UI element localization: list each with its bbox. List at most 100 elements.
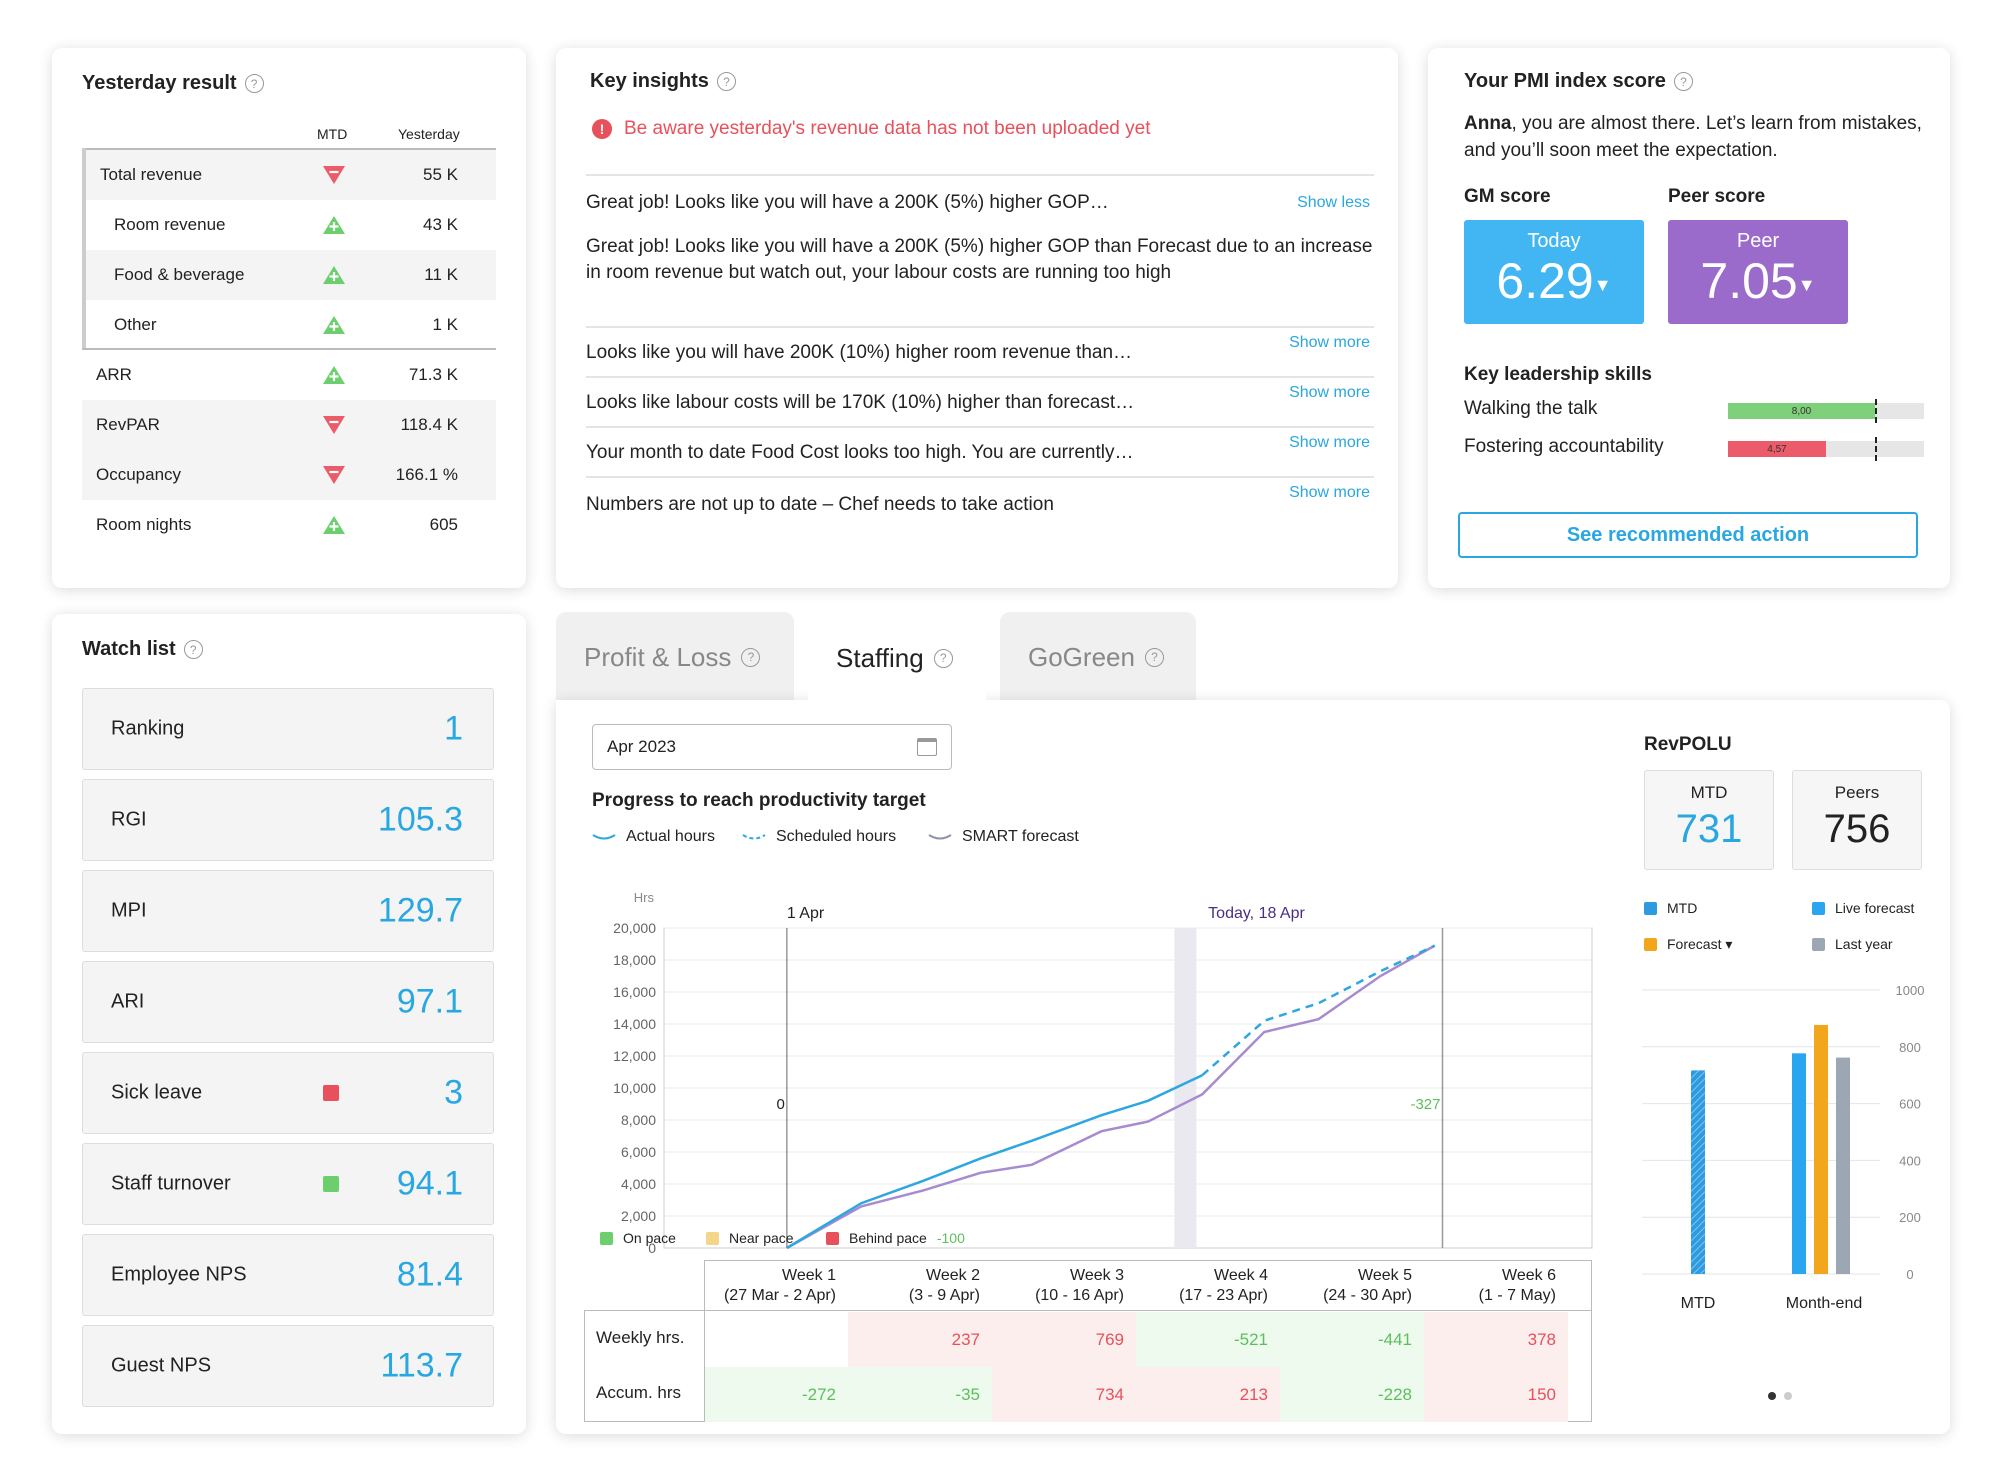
bar-mtd[interactable] <box>1691 1070 1705 1274</box>
message-text: , you are almost there. Let’s learn from… <box>1464 113 1922 161</box>
y-axis-label: Hrs <box>634 890 655 905</box>
tab-gogreen[interactable]: GoGreen? <box>1000 612 1196 702</box>
insight-headline[interactable]: Numbers are not up to date – Chef needs … <box>586 494 1054 515</box>
revpolu-legend-item: Live forecast <box>1812 900 1914 916</box>
watch-item[interactable]: Staff turnover 94.1 <box>82 1143 494 1225</box>
help-icon[interactable]: ? <box>933 648 953 668</box>
show-more-link[interactable]: Show more <box>1289 384 1370 401</box>
show-more-link[interactable]: Show more <box>1289 434 1370 451</box>
skill-value: 8,00 <box>1791 405 1812 417</box>
status-swatch <box>600 1231 613 1245</box>
revpolu-legend-item: MTD <box>1644 900 1697 916</box>
pagination-dots[interactable] <box>1768 1392 1792 1400</box>
bar-live-forecast[interactable] <box>1792 1053 1806 1274</box>
y-tick-label: 800 <box>1899 1040 1921 1055</box>
table-column-header: Week 4 (17 - 23 Apr) <box>1136 1266 1280 1306</box>
trend-down-icon <box>322 165 346 190</box>
today-label: Today, 18 Apr <box>1208 905 1305 922</box>
week-name: Week 4 <box>1214 1267 1268 1284</box>
show-more-link[interactable]: Show more <box>1289 334 1370 351</box>
gm-score-label: GM score <box>1464 186 1551 207</box>
start-label: 1 Apr <box>787 905 825 922</box>
help-icon[interactable]: ? <box>244 74 264 93</box>
target-marker <box>1875 437 1877 461</box>
watch-item[interactable]: Employee NPS 81.4 <box>82 1234 494 1316</box>
result-value: 166.1 % <box>395 465 458 484</box>
caret-down-icon: ▼ <box>1797 274 1816 295</box>
help-icon[interactable]: ? <box>741 647 761 667</box>
table-cell: -272 <box>704 1367 848 1422</box>
bar-last-year[interactable] <box>1836 1057 1850 1274</box>
help-icon[interactable]: ? <box>1144 647 1164 667</box>
legend-label: Actual hours <box>626 828 715 845</box>
x-tick-label: Month-end <box>1786 1295 1863 1312</box>
y-tick-label: 20,000 <box>613 920 656 936</box>
legend-label: Behind pace <box>849 1230 927 1246</box>
pmi-card: Your PMI index score? Anna, you are almo… <box>1428 48 1950 588</box>
result-label: RevPAR <box>96 415 160 434</box>
calendar-icon[interactable] <box>917 738 937 756</box>
table-column-header: Week 3 (10 - 16 Apr) <box>992 1266 1136 1306</box>
box-label: MTD <box>1690 783 1728 802</box>
watch-item[interactable]: MPI 129.7 <box>82 870 494 952</box>
show-more-link[interactable]: Show more <box>1289 484 1370 501</box>
revenue-warning: ! Be aware yesterday's revenue data has … <box>592 118 1151 140</box>
show-less-link[interactable]: Show less <box>1297 194 1370 211</box>
divider <box>82 348 496 350</box>
result-row: Other 1 K <box>86 300 496 350</box>
y-tick-label: 8,000 <box>621 1112 656 1128</box>
skill-bar-fill: 8,00 <box>1728 403 1875 419</box>
watch-item[interactable]: Guest NPS 113.7 <box>82 1325 494 1407</box>
insight-headline[interactable]: Looks like you will have 200K (10%) high… <box>586 342 1133 363</box>
insight-headline[interactable]: Great job! Looks like you will have a 20… <box>586 192 1109 213</box>
revpolu-legend-item[interactable]: Forecast ▾ <box>1644 936 1732 953</box>
watch-label: Employee NPS <box>111 1263 247 1286</box>
result-label: Room nights <box>96 515 192 534</box>
divider <box>586 376 1374 378</box>
result-label: Room revenue <box>114 215 226 234</box>
tab-profit-loss[interactable]: Profit & Loss? <box>556 612 794 702</box>
revpolu-title: RevPOLU <box>1644 734 1732 755</box>
status-indicator <box>323 1176 339 1192</box>
week-range: (17 - 23 Apr) <box>1179 1287 1268 1304</box>
trend-down-icon <box>322 415 346 440</box>
skill-value: 4,57 <box>1767 443 1787 455</box>
insight-headline[interactable]: Looks like labour costs will be 170K (10… <box>586 392 1135 413</box>
legend-label: Forecast ▾ <box>1667 936 1733 952</box>
help-icon[interactable]: ? <box>183 640 203 659</box>
watch-item[interactable]: RGI 105.3 <box>82 779 494 861</box>
result-row: Food & beverage 11 K <box>86 250 496 300</box>
bar-forecast[interactable] <box>1814 1024 1828 1274</box>
tab-staffing[interactable]: Staffing? <box>808 612 986 704</box>
see-recommended-action-button[interactable]: See recommended action <box>1458 512 1918 558</box>
target-marker <box>1875 399 1877 423</box>
watch-item[interactable]: Sick leave 3 <box>82 1052 494 1134</box>
table-cell: -441 <box>1280 1312 1424 1367</box>
x-tick-label: wk2 <box>844 1259 874 1260</box>
divider <box>586 174 1374 176</box>
staffing-panel: Apr 2023 Progress to reach productivity … <box>556 700 1950 1434</box>
result-value: 71.3 K <box>408 365 458 384</box>
legend-label: MTD <box>1667 900 1698 916</box>
x-tick-label: wk3 <box>999 1259 1029 1260</box>
peer-score-box[interactable]: Peer 7.05▼ <box>1668 220 1848 324</box>
help-icon[interactable]: ? <box>716 72 736 91</box>
status-indicator <box>323 1085 339 1101</box>
legend-smart-forecast: SMART forecast <box>928 828 1079 846</box>
page-dot-active[interactable] <box>1768 1392 1776 1400</box>
week-range: (10 - 16 Apr) <box>1035 1287 1124 1304</box>
watch-label: Guest NPS <box>111 1354 212 1377</box>
caret-down-icon: ▼ <box>1593 274 1612 295</box>
insight-body: Great job! Looks like you will have a 20… <box>586 236 1373 283</box>
week-name: Week 2 <box>926 1267 980 1284</box>
month-picker[interactable]: Apr 2023 <box>592 724 952 770</box>
gm-score-box[interactable]: Today 6.29▼ <box>1464 220 1644 324</box>
watch-item[interactable]: Ranking 1 <box>82 688 494 770</box>
week-name: Week 5 <box>1358 1267 1412 1284</box>
insight-headline[interactable]: Your month to date Food Cost looks too h… <box>586 442 1134 463</box>
x-tick-label: wk6 <box>1464 1259 1494 1260</box>
watch-item[interactable]: ARI 97.1 <box>82 961 494 1043</box>
insights-title: Key insights? <box>590 70 736 93</box>
page-dot[interactable] <box>1784 1392 1792 1400</box>
help-icon[interactable]: ? <box>1673 72 1693 91</box>
